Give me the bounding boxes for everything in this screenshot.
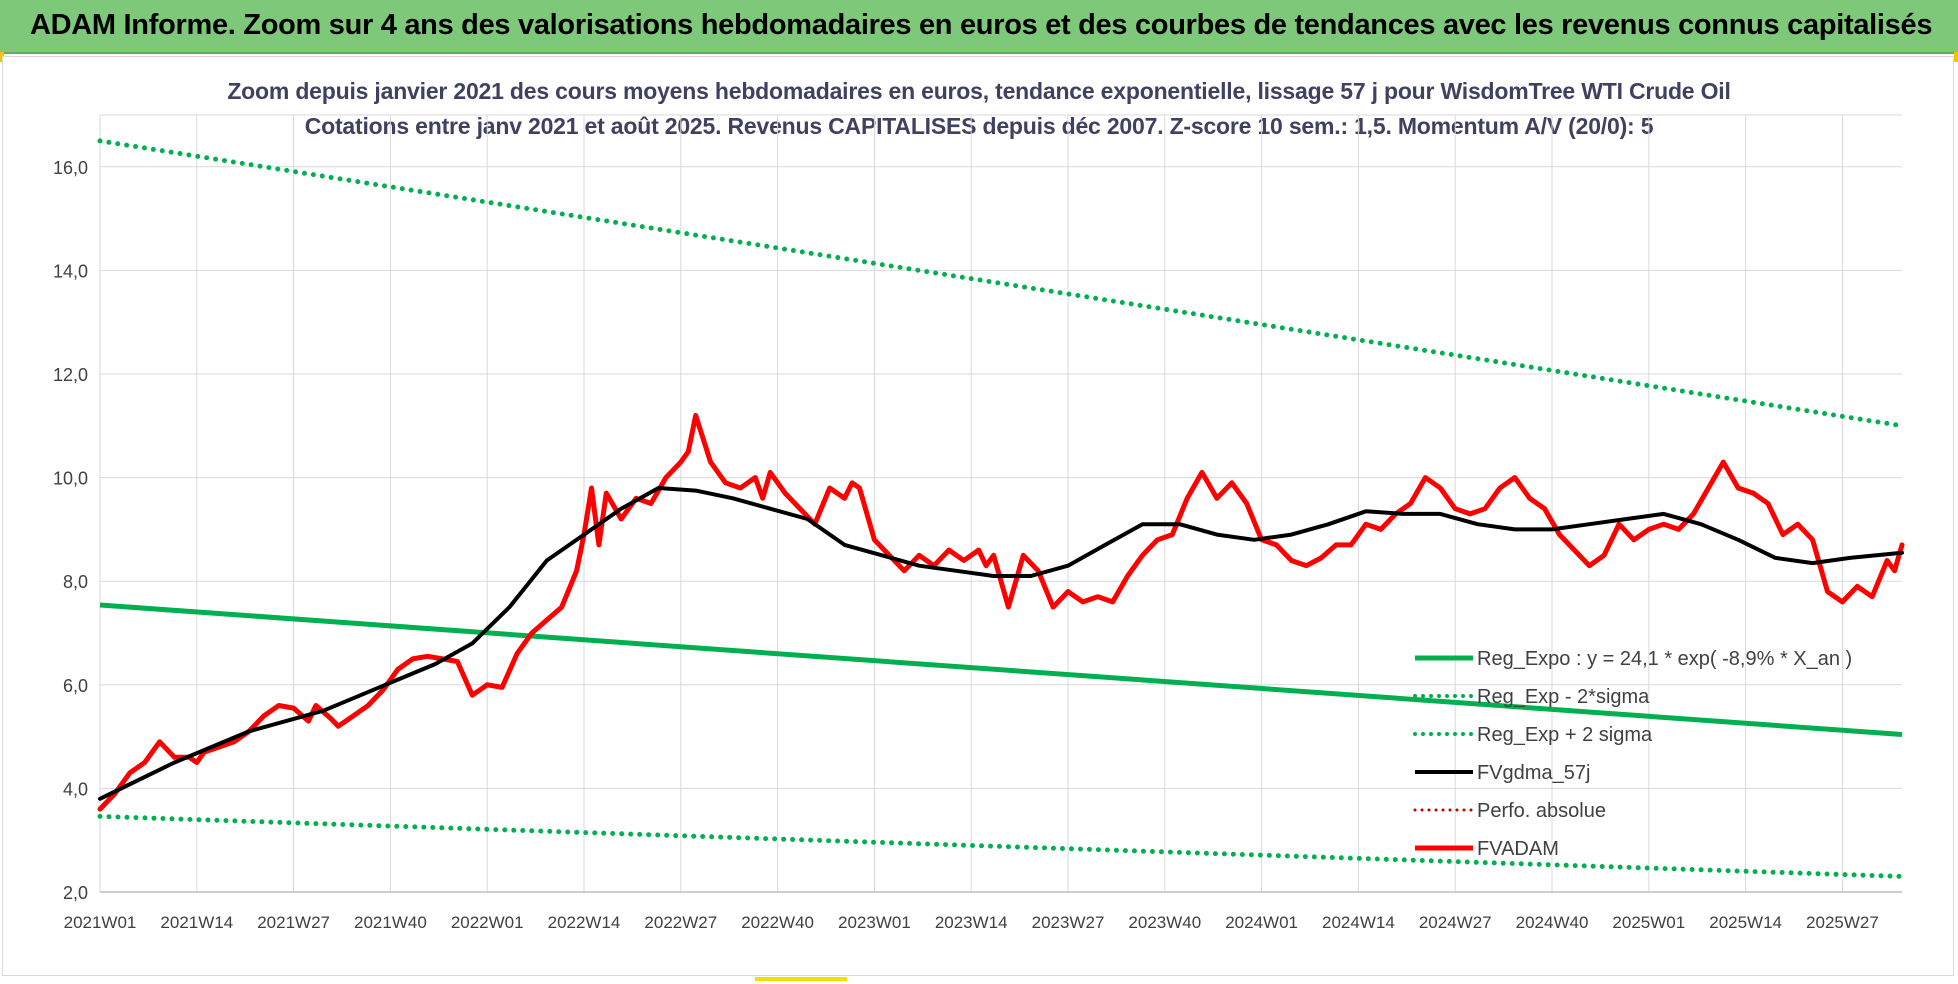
series-fvgdma-57j [98, 486, 1904, 801]
chart-title-line2: Cotations entre janv 2021 et août 2025. … [304, 113, 1654, 139]
y-tick-label: 2,0 [63, 883, 88, 903]
y-tick-label: 8,0 [63, 572, 88, 592]
series-fvadam [97, 412, 1905, 812]
legend-label: FVgdma_57j [1477, 762, 1590, 784]
x-tick-label: 2023W40 [1128, 913, 1201, 932]
series-reg-exp-plus-2sigma [97, 138, 1905, 429]
x-tick-label: 2024W14 [1322, 913, 1395, 932]
legend-label: Perfo. absolue [1477, 800, 1606, 822]
x-tick-label: 2023W27 [1032, 913, 1105, 932]
legend-label: FVADAM [1477, 838, 1559, 860]
x-tick-label: 2025W14 [1709, 913, 1782, 932]
report-banner: ADAM Informe. Zoom sur 4 ans des valoris… [0, 0, 1958, 54]
chart-area [2, 56, 1954, 976]
x-tick-label: 2025W01 [1612, 913, 1685, 932]
x-tick-label: 2022W14 [548, 913, 621, 932]
x-tick-label: 2022W40 [741, 913, 814, 932]
x-tick-label: 2024W01 [1225, 913, 1298, 932]
series-reg-exp-minus-2sigma [97, 813, 1905, 879]
x-tick-label: 2024W27 [1419, 913, 1492, 932]
banner-title: ADAM Informe. Zoom sur 4 ans des valoris… [30, 9, 1933, 41]
x-tick-label: 2021W01 [64, 913, 137, 932]
x-tick-label: 2021W40 [354, 913, 427, 932]
x-tick-label: 2022W27 [644, 913, 717, 932]
x-tick-label: 2022W01 [451, 913, 524, 932]
x-tick-label: 2021W14 [160, 913, 233, 932]
y-tick-label: 16,0 [53, 158, 88, 178]
y-tick-label: 12,0 [53, 365, 88, 385]
series-reg-expo [99, 602, 1903, 737]
y-tick-label: 4,0 [63, 779, 88, 799]
selection-marker [755, 977, 847, 981]
x-tick-label: 2024W40 [1516, 913, 1589, 932]
x-tick-label: 2025W27 [1806, 913, 1879, 932]
corner-marker-right [1954, 52, 1958, 62]
legend-label: Reg_Exp + 2 sigma [1477, 724, 1653, 746]
y-tick-label: 14,0 [53, 261, 88, 281]
y-tick-label: 10,0 [53, 469, 88, 489]
legend-label: Reg_Expo : y = 24,1 * exp( -8,9% * X_an … [1477, 648, 1852, 670]
x-tick-label: 2023W14 [935, 913, 1008, 932]
x-tick-label: 2023W01 [838, 913, 911, 932]
legend-label: Reg_Exp - 2*sigma [1477, 686, 1650, 708]
y-tick-label: 6,0 [63, 676, 88, 696]
chart-title-line1: Zoom depuis janvier 2021 des cours moyen… [227, 78, 1731, 104]
x-tick-label: 2021W27 [257, 913, 330, 932]
